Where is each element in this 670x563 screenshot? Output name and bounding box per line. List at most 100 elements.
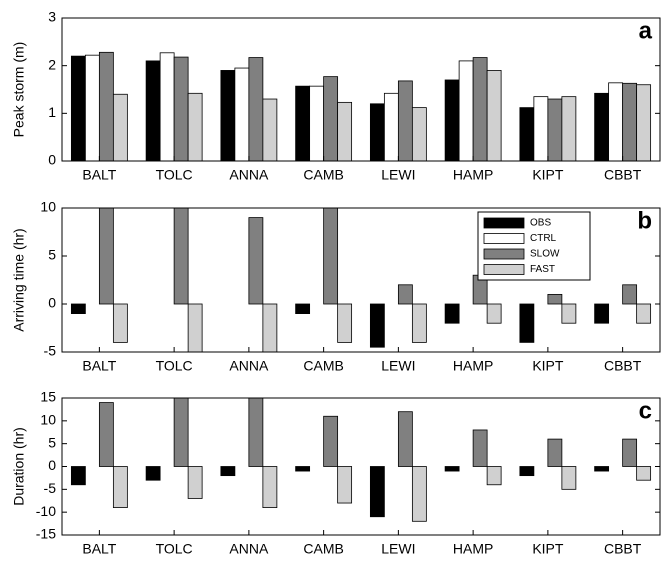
bar	[187, 92, 203, 161]
bar	[369, 303, 385, 348]
panel-label: a	[639, 17, 653, 44]
x-tick-label: CBBT	[604, 358, 642, 374]
x-tick-label: TOLC	[156, 541, 193, 557]
x-tick-label: LEWI	[381, 358, 415, 374]
bar	[622, 284, 638, 305]
axes-box	[61, 207, 661, 353]
bar	[594, 92, 610, 161]
bar	[337, 101, 353, 161]
x-tick-label: CAMB	[303, 358, 343, 374]
bar	[220, 70, 236, 161]
y-tick-label: 0	[48, 295, 56, 311]
bar	[547, 438, 563, 467]
bar	[262, 466, 278, 508]
bar	[220, 466, 236, 477]
axes-box	[61, 17, 661, 162]
y-tick-label: 0	[48, 457, 56, 473]
bar	[70, 466, 86, 486]
bar	[622, 82, 638, 161]
y-tick-label: -10	[36, 503, 56, 519]
bar	[98, 402, 114, 467]
bar	[636, 303, 652, 324]
bar	[262, 303, 278, 352]
legend-label: CTRL	[530, 233, 557, 244]
bar	[636, 84, 652, 161]
y-axis-label: Duration (hr)	[11, 427, 27, 506]
legend-swatch	[483, 248, 525, 260]
x-tick-label: ANNA	[229, 358, 269, 374]
bar	[561, 96, 577, 161]
bar	[444, 79, 460, 161]
y-axis-label: Peak storm (m)	[11, 42, 27, 138]
bar	[397, 411, 413, 467]
x-tick-label: LEWI	[381, 167, 415, 183]
bar	[173, 398, 189, 467]
legend: OBS CTRL SLOW FAST	[477, 211, 591, 281]
bars	[70, 398, 652, 522]
bar	[234, 67, 250, 161]
panel-label: c	[639, 397, 652, 424]
x-tick-label: CAMB	[303, 167, 343, 183]
x-tick-label: CBBT	[604, 167, 642, 183]
bar	[84, 54, 100, 161]
bar	[295, 303, 311, 315]
bar	[337, 303, 353, 343]
bars	[70, 208, 652, 352]
bar	[519, 466, 535, 477]
bar	[622, 438, 638, 467]
bar	[295, 85, 311, 161]
x-tick-label: CAMB	[303, 541, 343, 557]
panel: 0 1 2 3 BALT TOLC ANNA CAMB LEWI HAMP KIPT CBBT a Pea…	[11, 9, 661, 183]
x-tick-label: BALT	[82, 541, 116, 557]
bar	[383, 92, 399, 161]
y-tick-label: -15	[36, 526, 56, 542]
bar	[636, 466, 652, 481]
y-tick-label: 0	[48, 152, 56, 168]
bar	[458, 60, 474, 161]
bar	[112, 303, 128, 343]
axes-box	[61, 397, 661, 536]
bar	[411, 466, 427, 522]
x-tick-label: KIPT	[532, 541, 564, 557]
bar	[98, 208, 114, 305]
panel: -15 -10 -5 0 5 10 15 BALT TOLC ANNA CAMB LEWI HAMP KI…	[11, 389, 661, 557]
x-tick-label: HAMP	[453, 167, 493, 183]
bar	[519, 303, 535, 343]
bar	[444, 466, 460, 472]
bar	[547, 98, 563, 161]
x-tick-label: CBBT	[604, 541, 642, 557]
bar	[486, 303, 502, 324]
bar	[411, 303, 427, 343]
legend-swatch	[483, 264, 525, 275]
bar	[397, 80, 413, 161]
bar	[145, 60, 161, 161]
bar	[248, 398, 264, 467]
legend-swatch	[483, 217, 525, 229]
y-tick-label: 2	[48, 56, 56, 72]
x-tick-label: TOLC	[156, 358, 193, 374]
bar	[309, 85, 325, 161]
bar	[369, 466, 385, 518]
x-tick-label: LEWI	[381, 541, 415, 557]
y-tick-label: 10	[40, 412, 56, 428]
bar	[70, 55, 86, 161]
bar	[519, 107, 535, 161]
legend-label: OBS	[530, 218, 551, 229]
bar	[547, 293, 563, 305]
x-tick-label: ANNA	[229, 167, 269, 183]
x-tick-label: KIPT	[532, 167, 564, 183]
bar	[248, 57, 264, 161]
bar	[112, 93, 128, 161]
bar	[70, 303, 86, 315]
x-tick-label: HAMP	[453, 541, 493, 557]
bar	[608, 82, 624, 161]
bar	[486, 466, 502, 486]
bars	[70, 51, 652, 161]
x-tick-label: KIPT	[532, 358, 564, 374]
y-tick-label: 5	[48, 247, 56, 263]
bar	[594, 303, 610, 324]
bar	[295, 466, 311, 472]
bar	[369, 103, 385, 161]
bar	[561, 303, 577, 324]
